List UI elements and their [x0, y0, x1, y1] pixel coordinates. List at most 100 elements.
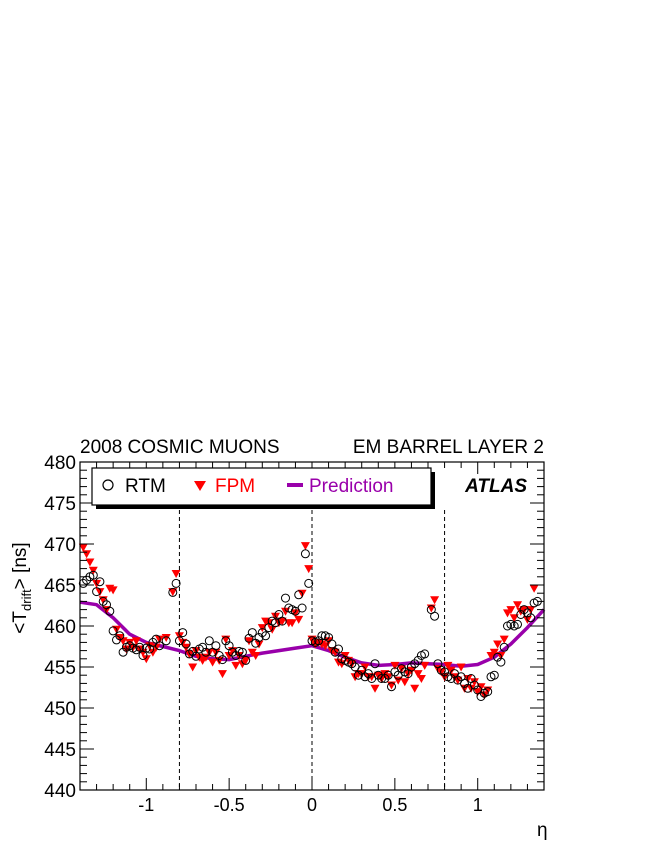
rtm-point — [201, 647, 211, 657]
rtm-point — [198, 642, 208, 652]
chart-title-right: EM BARREL LAYER 2 — [353, 437, 544, 458]
y-tick-label: 460 — [44, 617, 76, 638]
rtm-point — [513, 619, 522, 629]
fpm-point — [290, 609, 300, 618]
rtm-point — [496, 657, 506, 667]
rtm-point — [237, 647, 247, 657]
fpm-point — [416, 675, 426, 683]
x-tick-label: 0 — [307, 795, 317, 815]
fpm-point — [244, 637, 254, 646]
y-axis-label-sub: drift — [19, 589, 34, 611]
y-tick-label: 465 — [44, 576, 76, 597]
fpm-point — [529, 584, 539, 593]
x-tick-label: 0.5 — [382, 795, 407, 815]
fpm-point — [489, 648, 499, 657]
rtm-point — [221, 636, 231, 646]
rtm-point — [261, 631, 271, 641]
legend-rtm-label: RTM — [125, 476, 166, 497]
rtm-point — [410, 659, 420, 669]
y-axis: 440 445 450 455 460 465 470 475 480 — [44, 453, 544, 802]
rtm-point — [314, 636, 324, 646]
rtm-point — [304, 578, 314, 588]
rtm-point — [191, 651, 201, 661]
fpm-point — [171, 570, 181, 578]
rtm-point — [430, 611, 440, 621]
rtm-point — [460, 678, 469, 688]
fpm-point — [125, 638, 135, 647]
rtm-point — [493, 652, 503, 662]
rtm-point — [347, 659, 357, 669]
y-tick-label: 475 — [44, 494, 76, 515]
fpm-point — [377, 675, 387, 683]
y-tick-label: 445 — [44, 740, 76, 761]
legend: RTM FPM Prediction — [91, 467, 435, 509]
fpm-point — [148, 648, 158, 657]
rtm-point — [281, 593, 290, 603]
rtm-point — [161, 636, 171, 646]
x-tick-label: -1 — [138, 795, 154, 815]
rtm-point — [135, 642, 145, 652]
legend-prediction-label: Prediction — [309, 476, 394, 497]
fpm-point — [479, 691, 489, 700]
rtm-point — [370, 659, 380, 669]
fpm-point — [443, 661, 453, 670]
rtm-point — [115, 631, 125, 641]
fpm-point — [155, 635, 164, 644]
rtm-point — [188, 646, 198, 656]
fpm-point — [138, 648, 148, 657]
rtm-point — [516, 610, 526, 619]
fpm-point — [108, 586, 118, 595]
fpm-point — [168, 588, 178, 597]
rtm-point — [387, 682, 396, 692]
rtm-point — [257, 628, 267, 638]
rtm-point — [446, 674, 456, 683]
rtm-point — [254, 633, 264, 642]
fpm-point — [390, 661, 400, 670]
y-axis-label: <Tdrift> [ns] — [10, 542, 34, 633]
fpm-point — [499, 635, 509, 644]
y-tick-label: 450 — [44, 699, 76, 720]
fpm-point — [82, 550, 92, 559]
chart-title-left: 2008 COSMIC MUONS — [80, 437, 280, 458]
fpm-point — [277, 617, 287, 626]
x-tick-label: -0.5 — [214, 795, 245, 815]
x-axis-label: η — [537, 820, 548, 841]
rtm-point — [92, 587, 102, 597]
rtm-point — [118, 647, 128, 657]
fpm-point — [78, 543, 88, 552]
fpm-point — [208, 658, 218, 667]
fpm-point — [231, 661, 241, 670]
fpm-point — [161, 634, 171, 642]
y-axis-label-start: <T — [10, 611, 31, 634]
rtm-point — [78, 578, 88, 588]
rtm-point — [297, 603, 307, 613]
rtm-point — [330, 647, 340, 657]
rtm-point — [300, 549, 310, 559]
rtm-point — [168, 587, 178, 597]
rtm-point — [178, 628, 188, 638]
rtm-point — [519, 605, 529, 615]
rtm-point — [171, 578, 181, 588]
fpm-point — [304, 565, 314, 574]
legend-box — [91, 467, 432, 506]
rtm-point — [522, 608, 532, 618]
fpm-series — [78, 542, 539, 700]
fpm-point — [420, 661, 430, 670]
fpm-point — [204, 648, 214, 657]
rtm-point — [526, 613, 536, 623]
y-tick-label: 480 — [44, 453, 76, 474]
fpm-point — [300, 542, 310, 551]
rtm-point — [88, 570, 98, 580]
rtm-point — [218, 655, 227, 665]
rtm-point — [234, 646, 244, 656]
x-tick-label: 1 — [473, 795, 483, 815]
fpm-point — [241, 656, 251, 665]
fpm-point — [506, 606, 516, 615]
fpm-point — [224, 652, 234, 660]
rtm-point — [98, 596, 108, 606]
rtm-point — [489, 670, 499, 680]
rtm-point — [317, 631, 327, 641]
atlas-label: ATLAS — [464, 476, 527, 497]
rtm-point — [141, 643, 151, 653]
y-axis-label-end: > [ns] — [10, 542, 31, 589]
